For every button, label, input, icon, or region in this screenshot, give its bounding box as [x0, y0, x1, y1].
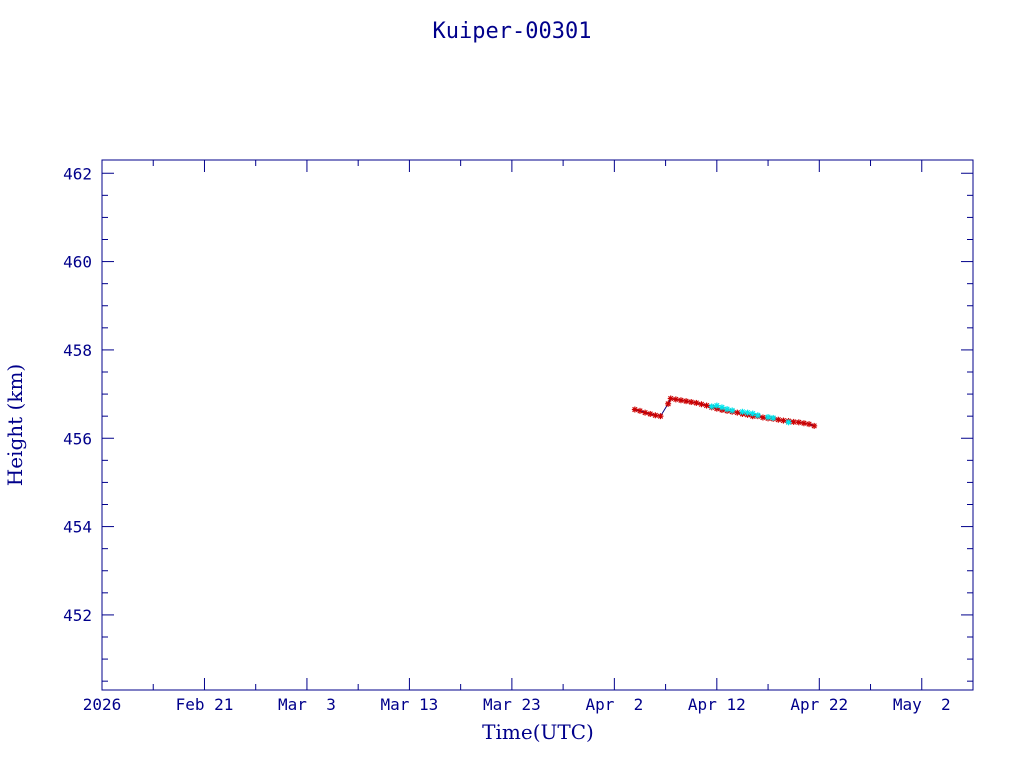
- x-axis-label: Time(UTC): [482, 720, 594, 744]
- data-point: [749, 410, 756, 417]
- data-point: [795, 419, 802, 426]
- x-tick-label: Feb 21: [176, 695, 234, 714]
- data-point: [759, 414, 766, 421]
- x-tick-label: Mar 13: [381, 695, 439, 714]
- y-tick-label: 462: [63, 164, 92, 183]
- plot-frame: [101, 159, 974, 691]
- data-point: [790, 418, 797, 425]
- data-point: [672, 396, 679, 403]
- data-point: [667, 395, 674, 402]
- data-point: [657, 413, 664, 420]
- data-point: [683, 398, 690, 405]
- data-point: [636, 407, 643, 414]
- axis-tick-labels: 2026 Feb 21 Mar 3 Mar 13 Mar 23 Apr 2 Apr 12 Ap…: [63, 164, 951, 714]
- x-tick-label: Apr 22: [790, 695, 848, 714]
- data-point: [631, 406, 638, 413]
- data-point: [744, 409, 751, 416]
- x-tick-label: May 2: [893, 695, 951, 714]
- data-point: [806, 421, 813, 428]
- data-point: [665, 400, 672, 407]
- x-tick-label: 2026: [83, 695, 122, 714]
- y-tick-label: 458: [63, 341, 92, 360]
- data-point: [677, 397, 684, 404]
- data-point: [800, 420, 807, 427]
- x-tick-label: Mar 3: [278, 695, 336, 714]
- data-point: [724, 406, 731, 413]
- data-point: [754, 412, 761, 419]
- data-point: [713, 402, 720, 409]
- data-series: [708, 402, 792, 426]
- chart-title: Kuiper-00301: [433, 19, 592, 44]
- data-point: [647, 410, 654, 417]
- y-axis-label: Height (km): [3, 364, 27, 486]
- data-point: [734, 409, 741, 416]
- axis-ticks: [101, 160, 974, 690]
- x-tick-label: Mar 23: [483, 695, 541, 714]
- data-point: [770, 414, 777, 421]
- series-layer: [631, 395, 818, 429]
- y-tick-label: 460: [63, 253, 92, 272]
- data-point: [765, 414, 772, 421]
- data-point: [780, 417, 787, 424]
- data-point: [703, 402, 710, 409]
- data-point: [739, 408, 746, 415]
- y-tick-label: 454: [63, 518, 92, 537]
- data-point: [693, 399, 700, 406]
- data-point: [811, 422, 818, 429]
- data-point: [718, 404, 725, 411]
- data-point: [729, 407, 736, 414]
- x-tick-label: Apr 12: [688, 695, 746, 714]
- data-point: [698, 401, 705, 408]
- y-tick-label: 456: [63, 429, 92, 448]
- y-tick-label: 452: [63, 606, 92, 625]
- data-point: [708, 403, 715, 410]
- data-point: [785, 419, 792, 426]
- data-point: [775, 416, 782, 423]
- data-point: [652, 412, 659, 419]
- data-point: [688, 399, 695, 406]
- data-point: [642, 409, 649, 416]
- x-tick-label: Apr 2: [585, 695, 643, 714]
